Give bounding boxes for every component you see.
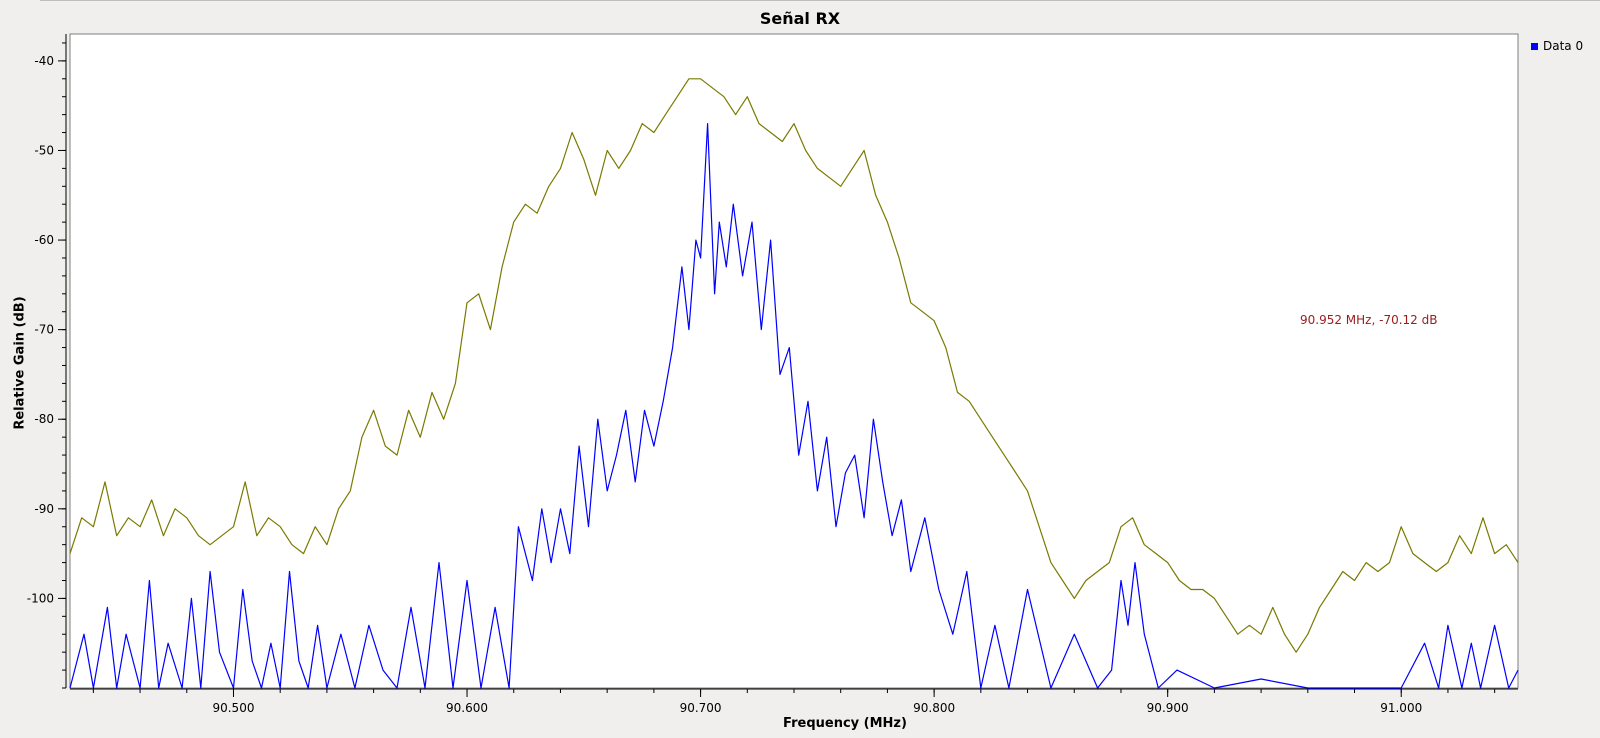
y-tick-label: -50 (34, 143, 54, 157)
y-tick-label: -40 (34, 54, 54, 68)
legend-swatch-data-0 (1531, 42, 1538, 50)
series-line-data-0 (69, 122, 1519, 689)
y-tick-label: -90 (34, 502, 54, 516)
x-tick-label: 91.000 (1380, 701, 1422, 715)
series-layer (69, 78, 1519, 689)
top-border (40, 0, 1600, 1)
x-axis-label: Frequency (MHz) (783, 716, 907, 731)
chart-title: Señal RX (759, 9, 841, 28)
y-tick-label: -80 (34, 412, 54, 426)
legend-label-data-0: Data 0 (1543, 39, 1584, 53)
x-tick-label: 90.700 (680, 701, 722, 715)
y-axis-label: Relative Gain (dB) (12, 296, 28, 430)
y-tick-label: -70 (34, 323, 54, 337)
series-line-max-hold (69, 78, 1519, 653)
x-tick-label: 90.900 (1147, 701, 1189, 715)
x-tick-label: 90.600 (446, 701, 488, 715)
axes: -40 -50 -60 -70 -80 -90 -100 90.500 90.600 90.700… (27, 34, 1518, 715)
x-tick-label: 90.800 (913, 701, 955, 715)
y-tick-label: -60 (34, 233, 54, 247)
legend[interactable]: Data 0 (1531, 39, 1583, 53)
cursor-readout: 90.952 MHz, -70.12 dB (1300, 313, 1438, 327)
y-tick-label: -100 (27, 591, 54, 605)
plot-canvas (69, 33, 1519, 689)
x-tick-label: 90.500 (212, 701, 254, 715)
